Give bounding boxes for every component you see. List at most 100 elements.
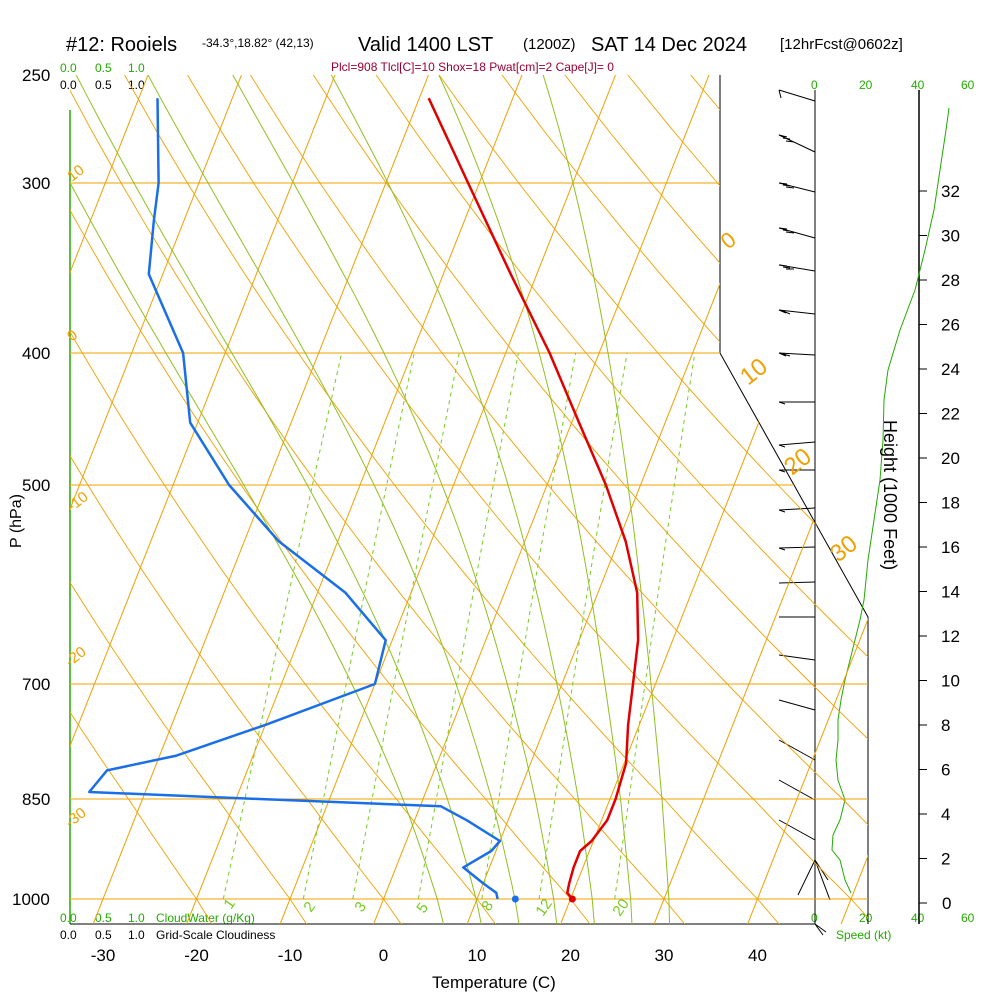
mixing-ratio-label: 2	[300, 899, 319, 916]
isotherm-label: 0	[64, 327, 81, 346]
isotherm	[89, 75, 429, 924]
cloudwater-scale-bottom: 0.0 0.5 1.0 CloudWater (g/Kg) 0.0 0.5 1.…	[60, 911, 275, 942]
height-tick-label: 32	[941, 182, 960, 201]
mixing-ratio-line	[481, 352, 577, 900]
mixing-ratio-line	[417, 352, 519, 900]
temperature-line	[427, 97, 640, 900]
dry-adiabat	[124, 75, 787, 924]
height-tick-label: 18	[941, 494, 960, 513]
chart-title: #12: Rooiels -34.3°,18.82° (42,13) Valid…	[66, 34, 903, 56]
station-coords: -34.3°,18.82° (42,13)	[202, 36, 314, 50]
mixing-ratio-line	[614, 352, 696, 900]
mixing-ratio-label: 1	[220, 896, 239, 913]
height-tick-label: 14	[941, 583, 960, 602]
x-axis-title: Temperature (C)	[432, 973, 556, 992]
plot-boundary	[719, 352, 869, 924]
pressure-tick-label: 1000	[12, 890, 50, 909]
height-tick-label: 2	[941, 850, 950, 869]
temperature-tick-label: 40	[748, 946, 767, 965]
temperature-tick-label: -20	[184, 946, 209, 965]
temperature-axis: -30 -20 -10 0 10 20 30 40	[91, 946, 767, 965]
sounding-series	[87, 97, 640, 903]
speed-tick: 60	[961, 78, 975, 92]
speed-tick: 20	[859, 78, 873, 92]
isotherm	[370, 75, 710, 924]
moist-adiabat	[147, 75, 521, 924]
moist-adiabat	[232, 75, 559, 924]
mixing-ratio-label: 12	[532, 896, 555, 919]
speed-tick: 20	[859, 911, 873, 925]
dry-adiabat	[438, 75, 868, 924]
height-tick-label: 4	[941, 805, 950, 824]
speed-tick: 40	[911, 78, 925, 92]
valid-time: Valid 1400 LST	[358, 34, 493, 56]
isotherm	[650, 75, 868, 924]
pressure-tick-label: 250	[22, 66, 50, 85]
height-tick-label: 30	[941, 227, 960, 246]
isotherm	[276, 75, 616, 924]
pressure-tick-label: 700	[22, 675, 50, 694]
pressure-tick-label: 300	[22, 174, 50, 193]
dry-adiabat	[70, 75, 502, 924]
height-tick-label: 0	[942, 894, 951, 913]
speed-tick: 60	[961, 911, 975, 925]
forecast-info: [12hrFcst@0602z]	[780, 36, 903, 53]
height-tick-label: 16	[941, 538, 960, 557]
mixing-ratio-label: 5	[413, 900, 432, 917]
pressure-tick-label: 400	[22, 344, 50, 363]
mixing-ratio-line	[222, 352, 343, 900]
temperature-tick-label: 10	[468, 946, 487, 965]
moist-adiabat	[438, 75, 633, 924]
isotherm	[70, 75, 242, 924]
utc-time: (1200Z)	[523, 36, 576, 53]
mixing-ratio-line	[302, 352, 415, 900]
surface-temperature-point	[568, 895, 576, 903]
cloudiness-tick: 0.5	[95, 78, 112, 92]
moist-adiabat	[70, 75, 446, 924]
height-tick-label: 22	[941, 405, 960, 424]
height-tick-label: 24	[941, 360, 960, 379]
moist-adiabat	[542, 75, 671, 924]
wind-barbs	[778, 89, 831, 936]
isotherm-label: -10	[64, 488, 92, 515]
temperature-tick-label: 20	[561, 946, 580, 965]
cw-tick: 0.5	[95, 911, 112, 925]
station-name: #12: Rooiels	[66, 34, 177, 56]
stability-indices: Plcl=908 Tlcl[C]=10 Shox=18 Pwat[cm]=2 C…	[331, 60, 614, 74]
height-tick-label: 6	[941, 761, 950, 780]
isotherm	[463, 75, 803, 924]
cw-tick: 0.0	[60, 911, 77, 925]
temperature-tick-label: -10	[278, 946, 303, 965]
isotherm-label: 0	[716, 227, 741, 254]
mixing-ratio-label: 20	[609, 896, 632, 919]
speed-scale-bottom: 0 20 40 60 Speed (kt)	[811, 911, 975, 942]
mixing-ratio-line	[352, 352, 460, 900]
height-axis-title: Height (1000 Feet)	[880, 420, 900, 570]
cloudiness-tick: 0.0	[60, 78, 77, 92]
plot-frame	[69, 75, 920, 925]
dry-adiabat	[375, 75, 868, 924]
valid-date: SAT 14 Dec 2024	[591, 34, 747, 56]
temperature-tick-label: 0	[379, 946, 388, 965]
dry-adiabat	[312, 75, 868, 924]
height-tick-label: 8	[941, 716, 950, 735]
temperature-tick-label: -30	[91, 946, 116, 965]
isotherm	[70, 75, 336, 924]
isotherm-label: 30	[825, 530, 863, 568]
height-tick-label: 26	[941, 316, 960, 335]
isotherm-label: 10	[64, 161, 88, 185]
speed-scale-top: 0 20 40 60	[811, 78, 975, 92]
dry-adiabat	[250, 75, 868, 924]
cloudwater-label: CloudWater (g/Kg)	[156, 911, 255, 925]
cw-tick: 1.0	[128, 911, 145, 925]
skewt-background	[70, 75, 868, 924]
cloudiness-label: Grid-Scale Cloudiness	[156, 928, 275, 942]
cloudwater-scale-top: 0.0 0.5 1.0 0.0 0.5 1.0	[60, 61, 145, 92]
dry-adiabat	[70, 75, 692, 924]
cw-tick: 0.0	[60, 61, 77, 75]
speed-tick: 0	[811, 78, 818, 92]
dewpoint-line	[87, 98, 502, 900]
isotherm	[70, 75, 149, 924]
